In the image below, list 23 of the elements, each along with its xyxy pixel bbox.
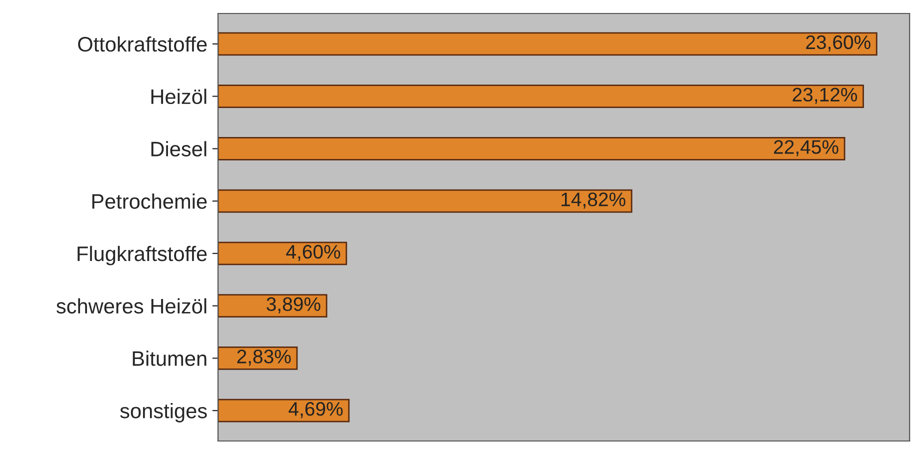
y-tick-label: schweres Heizöl <box>56 298 206 314</box>
data-label: 4,69% <box>288 402 343 418</box>
y-tick-label: Diesel <box>151 141 206 156</box>
y-tick-label: Flugkraftstoffe <box>78 246 207 266</box>
bar <box>218 32 878 56</box>
data-label: 3,89% <box>266 297 320 314</box>
data-label: 4,60% <box>286 244 340 261</box>
y-tick-label: Heizöl <box>151 88 206 104</box>
bar <box>218 398 350 422</box>
bar <box>218 242 348 266</box>
y-tick-label: Petrochemie <box>92 194 207 209</box>
data-label: 14,82% <box>562 192 626 209</box>
bar <box>218 294 328 318</box>
data-label: 22,45% <box>774 140 838 156</box>
y-tick-label: sonstiges <box>120 403 207 422</box>
bar <box>218 189 632 213</box>
data-label: 23,12% <box>792 88 858 104</box>
data-label: 23,60% <box>806 35 870 52</box>
y-tick-label: Ottokraftstoffe <box>78 36 207 52</box>
bar <box>218 136 846 160</box>
data-label: 2,83% <box>237 350 291 366</box>
y-tick-label: Bitumen <box>132 350 206 366</box>
bar <box>218 84 864 108</box>
